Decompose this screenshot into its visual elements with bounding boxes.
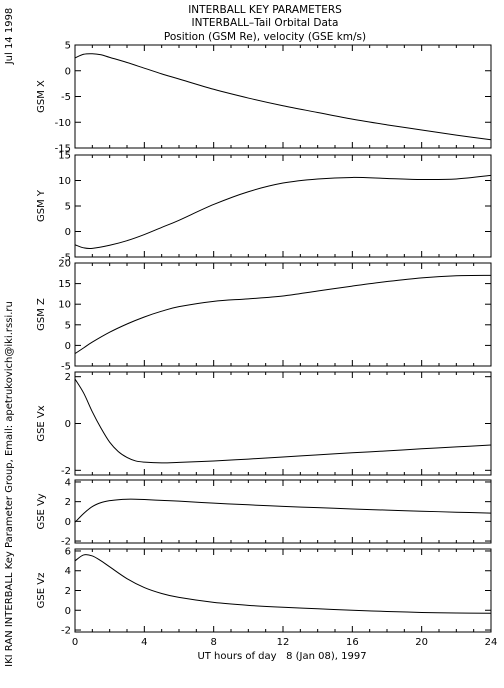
panel-frame: [74, 371, 492, 476]
credit-label: IKI RAN INTERBALL Key Parameter Group, E…: [4, 301, 15, 667]
y-axis-title: GSE Vy: [36, 493, 47, 529]
x-tick-label: 12: [277, 637, 290, 648]
y-tick-label: -5: [61, 92, 71, 103]
x-tick-label: 16: [346, 637, 359, 648]
y-tick-label: -5: [61, 362, 71, 373]
panel-frame: [74, 262, 492, 367]
panel-frame: [74, 44, 492, 149]
y-tick-label: -15: [55, 144, 71, 155]
y-tick-label: 0: [65, 606, 71, 617]
y-tick-label: 4: [65, 566, 71, 577]
y-tick-label: 15: [58, 151, 71, 162]
panel-4: 2 0 -2 GSE Vx: [36, 371, 492, 477]
y-tick-label: -2: [61, 466, 71, 477]
panel-5: 4 2 0 -2 GSE Vy: [36, 477, 492, 548]
chart-title-line-2: INTERBALL–Tail Orbital Data: [192, 17, 339, 29]
chart-title-line-3: Position (GSM Re), velocity (GSE km/s): [164, 31, 366, 43]
y-tick-label: 0: [65, 66, 71, 77]
y-tick-label: 5: [65, 41, 71, 52]
y-tick-label: 0: [65, 227, 71, 238]
chart-title-line-1: INTERBALL KEY PARAMETERS: [188, 4, 342, 16]
series-line-gsm-x: [74, 53, 492, 141]
series-line-gse-vz: [74, 554, 492, 614]
y-tick-label: -10: [55, 118, 71, 129]
series-line-gsm-z: [74, 274, 492, 355]
y-axis-title: GSM Y: [36, 189, 47, 222]
y-axis-title: GSM X: [36, 80, 47, 113]
x-tick-label: 24: [485, 637, 498, 648]
y-tick-label: 15: [58, 279, 71, 290]
y-tick-label: -2: [61, 537, 71, 548]
y-tick-label: 5: [65, 320, 71, 331]
y-tick-label: 0: [65, 517, 71, 528]
y-tick-label: 5: [65, 202, 71, 213]
date-label: Jul 14 1998: [4, 8, 15, 66]
y-axis-title: GSM Z: [36, 298, 47, 331]
y-tick-label: 0: [65, 419, 71, 430]
y-tick-label: 0: [65, 341, 71, 352]
y-tick-label: 2: [65, 586, 71, 597]
panel-3: 20 15 10 5 0 -5 GSM Z: [36, 259, 492, 373]
y-tick-label: 2: [65, 372, 71, 383]
y-tick-label: 10: [58, 176, 71, 187]
y-axis-title: GSE Vx: [36, 405, 47, 441]
x-axis-title: UT hours of day 8 (Jan 08), 1997: [197, 651, 366, 662]
x-tick-label: 8: [210, 637, 216, 648]
panel-frame: [74, 154, 492, 258]
panel-frame: [74, 548, 492, 633]
x-tick-label: 4: [141, 637, 147, 648]
chart-header: INTERBALL KEY PARAMETERS INTERBALL–Tail …: [164, 4, 366, 43]
y-tick-label: -2: [61, 626, 71, 637]
y-tick-label: 2: [65, 497, 71, 508]
y-tick-label: 10: [58, 300, 71, 311]
y-tick-label: 4: [65, 477, 71, 488]
y-tick-label: 6: [65, 546, 71, 557]
series-line-gse-vy: [74, 498, 492, 523]
panel-6: 6 4 2 0 -2 GSE Vz: [36, 546, 492, 637]
y-tick-label: -5: [61, 253, 71, 264]
panel-1: 5 0 -5 -10 -15 GSM X: [36, 41, 492, 155]
y-axis-title: GSE Vz: [36, 573, 47, 609]
y-tick-label: 20: [58, 259, 71, 270]
series-line-gsm-y: [74, 174, 492, 250]
x-tick-label: 0: [72, 637, 78, 648]
series-line-gse-vx: [74, 378, 492, 464]
panel-2: 15 10 5 0 -5 GSM Y: [36, 151, 492, 264]
x-tick-label: 20: [415, 637, 428, 648]
